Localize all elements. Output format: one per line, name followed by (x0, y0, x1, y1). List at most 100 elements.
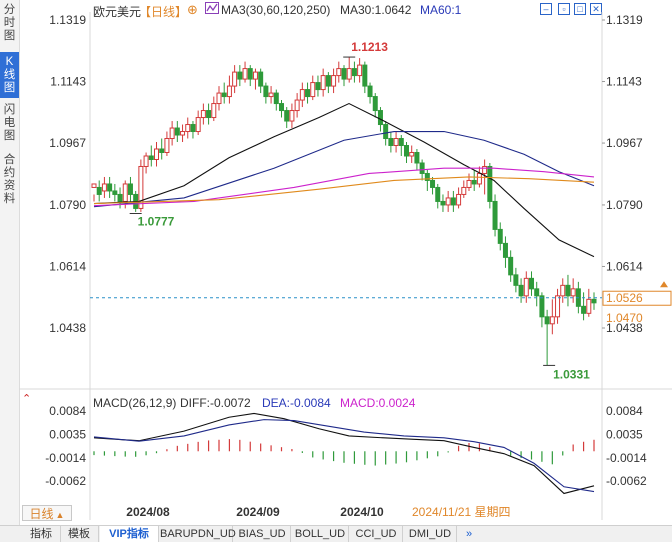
candle-body (409, 151, 415, 157)
price-tick-left: 1.1143 (50, 75, 86, 89)
macd-tick-left: -0.0014 (45, 451, 86, 465)
close-icon[interactable]: ✕ (590, 3, 602, 15)
candle-body (185, 124, 191, 133)
ma120-line (93, 167, 595, 207)
candle-body (91, 183, 97, 188)
candle-body (560, 284, 566, 297)
macd-collapse-icon[interactable]: ⌃ (22, 393, 32, 405)
sidebar-tab-contract-info[interactable]: 合约资料 (0, 154, 19, 210)
candle-body (284, 110, 290, 122)
candle-body (310, 82, 316, 98)
sidebar-tab-label: K线图 (3, 56, 16, 94)
candle-body (508, 256, 514, 276)
tab-barupdn[interactable]: BARUPDN_UD (160, 526, 236, 542)
candle-body (138, 165, 144, 209)
sidebar-tab-timeshare[interactable]: 分时图 (0, 4, 19, 42)
candle-body (96, 186, 102, 195)
candle-body (226, 85, 232, 98)
period-button-label: 日线 (29, 507, 54, 521)
candle-body (357, 64, 363, 77)
candle-body (242, 68, 248, 80)
more-tabs-icon[interactable]: » (465, 528, 473, 540)
candle-body (164, 138, 170, 153)
price-tick-right: 1.0438 (606, 321, 643, 335)
price-tick-left: 1.1319 (49, 13, 86, 27)
ma60-label: MA60:1 (420, 3, 462, 17)
x-axis-date-label: 2024/09 (236, 505, 280, 519)
candle-body (549, 316, 555, 325)
candle-body (258, 71, 264, 87)
candle-body (435, 186, 441, 202)
low-price-label-left: 1.0777 (138, 214, 175, 228)
candle-body (456, 193, 462, 206)
candle-body (513, 274, 519, 286)
candle-body (404, 145, 409, 157)
ma250-line (93, 176, 595, 205)
candle-body (362, 64, 368, 87)
tab-indicator[interactable]: 指标 (22, 526, 61, 542)
tab-boll[interactable]: BOLL_UD (292, 526, 349, 542)
sidebar-tab-label: 闪电图 (3, 104, 16, 142)
tab-vip-indicator[interactable]: VIP指标 (100, 526, 159, 542)
candle-body (211, 103, 217, 119)
candle-body (492, 200, 498, 230)
candle-body (107, 183, 113, 192)
candle-body (591, 298, 597, 304)
candle-body (430, 179, 436, 188)
candle-body (263, 85, 269, 98)
dropdown-triangle-icon: ▲ (55, 510, 65, 520)
sidebar-tab-kline[interactable]: K线图 (0, 52, 19, 98)
sidebar-tab-lightning[interactable]: 闪电图 (0, 104, 19, 144)
candle-body (497, 228, 503, 244)
candle-body (482, 165, 488, 174)
last-price-label: 1.0526 (606, 291, 643, 305)
ma60-line (93, 130, 595, 208)
candle-body (294, 99, 300, 112)
candle-body (586, 298, 592, 314)
last-price-box (602, 290, 672, 306)
candle-body (523, 277, 529, 297)
candle-body (581, 305, 587, 314)
tab-bias[interactable]: BIAS_UD (234, 526, 291, 542)
macd-tick-right: 0.0035 (606, 427, 643, 441)
candle-body (419, 162, 425, 174)
candle-body (143, 155, 149, 167)
symbol-name: 欧元美元 (93, 5, 142, 19)
tab-cci[interactable]: CCI_UD (350, 526, 403, 542)
tab-dmi[interactable]: DMI_UD (404, 526, 457, 542)
indicator-icon[interactable] (205, 2, 219, 14)
period-button[interactable]: 日线 ▲ (22, 505, 72, 521)
candle-body (476, 172, 482, 185)
candle-body (487, 165, 493, 202)
chart-area[interactable]: 1.1319 1.1319 1.1143 1.1143 1.0967 1.0967 1.07… (0, 0, 672, 525)
candle-body (206, 110, 212, 119)
candle-body (320, 75, 326, 91)
candle-body (414, 151, 420, 164)
candle-body (555, 295, 561, 318)
candle-body (190, 124, 196, 133)
candle-body (471, 179, 477, 185)
candle-body (383, 124, 389, 140)
candle-body (112, 190, 118, 195)
candle-body (117, 193, 123, 202)
candle-body (351, 68, 357, 77)
candle-body (346, 68, 352, 80)
settings-icon[interactable]: ⊕ (187, 2, 198, 17)
candle-body (529, 277, 534, 290)
ma30-label: MA30:1.0642 (340, 3, 412, 17)
candle-body (174, 127, 180, 136)
restore-icon[interactable]: ▫ (558, 3, 570, 15)
diff-line (93, 412, 595, 495)
candle-body (122, 183, 128, 202)
candle-body (101, 183, 107, 192)
candle-body (445, 197, 451, 206)
candle-body (424, 172, 430, 181)
ma-label: MA3(30,60,120,250) (221, 3, 331, 17)
maximize-icon[interactable]: □ (574, 3, 586, 15)
candle-body (336, 68, 342, 77)
macd-tick-left: 0.0084 (49, 404, 86, 418)
price-tick-right: 1.0967 (606, 136, 643, 150)
candle-body (200, 110, 206, 119)
tab-template[interactable]: 模板 (60, 526, 99, 542)
minus-icon[interactable]: – (540, 3, 552, 15)
